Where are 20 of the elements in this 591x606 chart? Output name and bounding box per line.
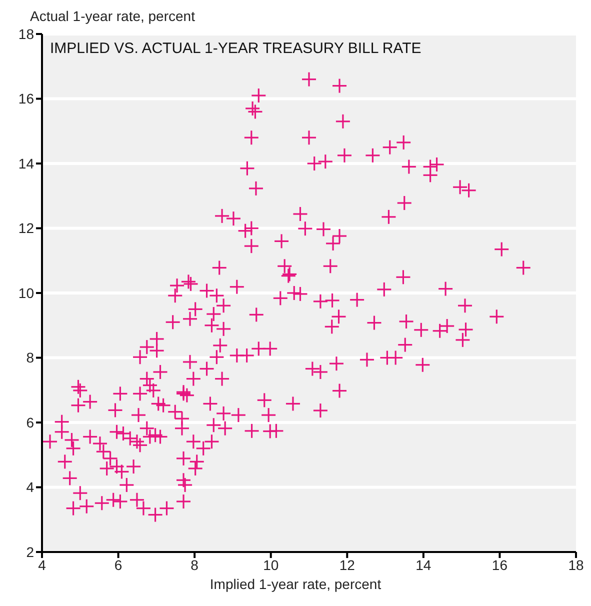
- x-tick-label: 16: [492, 556, 508, 573]
- x-axis-title: Implied 1-year rate, percent: [208, 576, 382, 592]
- x-tick-label: 12: [339, 556, 356, 573]
- y-tick-label: 4: [26, 479, 34, 496]
- y-axis-title: Actual 1-year rate, percent: [30, 8, 195, 24]
- y-tick-label: 12: [18, 220, 34, 236]
- x-tick-label: 8: [190, 556, 199, 573]
- x-tick-label: 6: [114, 556, 122, 573]
- y-tick-label: 10: [18, 284, 34, 301]
- y-tick-label: 8: [26, 350, 34, 366]
- x-tick-label: 18: [568, 556, 584, 573]
- y-tick-label: 14: [18, 155, 34, 172]
- y-tick-label: 6: [26, 414, 34, 430]
- chart-title: IMPLIED VS. ACTUAL 1-YEAR TREASURY BILL RATE: [50, 40, 422, 57]
- x-tick-label: 10: [263, 556, 279, 573]
- x-tick-label: 4: [38, 556, 46, 573]
- x-tick-label: 14: [416, 556, 432, 573]
- y-tick-label: 16: [18, 90, 34, 107]
- y-tick-label: 18: [18, 26, 34, 42]
- y-tick-label: 2: [26, 544, 34, 560]
